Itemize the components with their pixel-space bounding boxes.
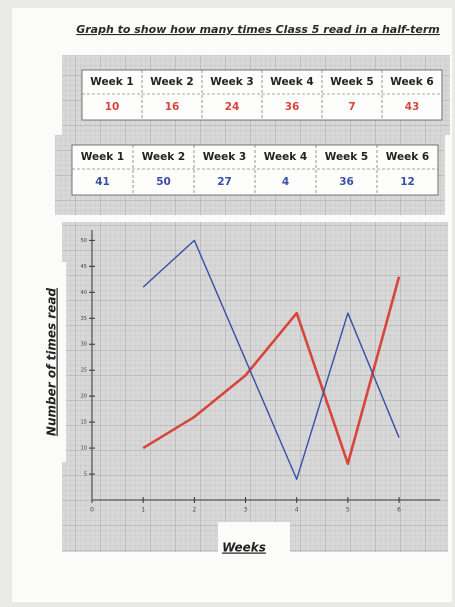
table-cell: 12 <box>400 176 415 188</box>
x-tick-label: 5 <box>346 507 350 514</box>
table-cell: 36 <box>339 176 354 188</box>
y-tick-label: 5 <box>84 472 87 478</box>
y-tick-label: 40 <box>81 290 87 296</box>
x-axis-label: Weeks <box>222 541 266 555</box>
table-header: Week 5 <box>325 151 368 163</box>
y-tick-label: 25 <box>81 368 87 374</box>
table-cell: 7 <box>348 101 355 113</box>
x-tick-label: 2 <box>192 507 196 514</box>
table-header: Week 5 <box>330 76 373 88</box>
table-header: Week 4 <box>264 151 307 163</box>
table-cell: 43 <box>405 101 420 113</box>
chart-title: Graph to show how many times Class 5 rea… <box>76 23 440 36</box>
grid-paper <box>62 222 448 552</box>
x-tick-label: 4 <box>295 507 299 514</box>
y-tick-label: 20 <box>81 394 87 400</box>
x-tick-label: 0 <box>90 507 94 514</box>
table-cell: 16 <box>165 101 180 113</box>
table-cell: 10 <box>105 101 120 113</box>
table-header: Week 1 <box>90 76 133 88</box>
table-cell: 36 <box>285 101 300 113</box>
table-cell: 4 <box>282 176 289 188</box>
x-tick-label: 1 <box>141 507 145 514</box>
table-header: Week 1 <box>81 151 124 163</box>
table-cell: 27 <box>217 176 232 188</box>
table-header: Week 2 <box>150 76 193 88</box>
table-cell: 24 <box>225 101 240 113</box>
table-header: Week 3 <box>203 151 246 163</box>
table-header: Week 3 <box>210 76 253 88</box>
y-tick-label: 45 <box>81 264 87 270</box>
y-tick-label: 50 <box>81 238 87 244</box>
x-tick-label: 3 <box>244 507 248 514</box>
y-axis-label: Number of times read <box>45 288 59 437</box>
table-header: Week 2 <box>142 151 185 163</box>
x-tick-label: 6 <box>397 507 401 514</box>
table-header: Week 6 <box>386 151 429 163</box>
y-tick-label: 10 <box>81 446 87 452</box>
y-tick-label: 35 <box>81 316 87 322</box>
table-cell: 41 <box>95 176 110 188</box>
table-header: Week 6 <box>390 76 433 88</box>
chart: Graph to show how many times Class 5 rea… <box>0 0 455 607</box>
y-tick-label: 15 <box>81 420 87 426</box>
table-cell: 50 <box>156 176 171 188</box>
y-tick-label: 30 <box>81 342 87 348</box>
table-header: Week 4 <box>270 76 313 88</box>
